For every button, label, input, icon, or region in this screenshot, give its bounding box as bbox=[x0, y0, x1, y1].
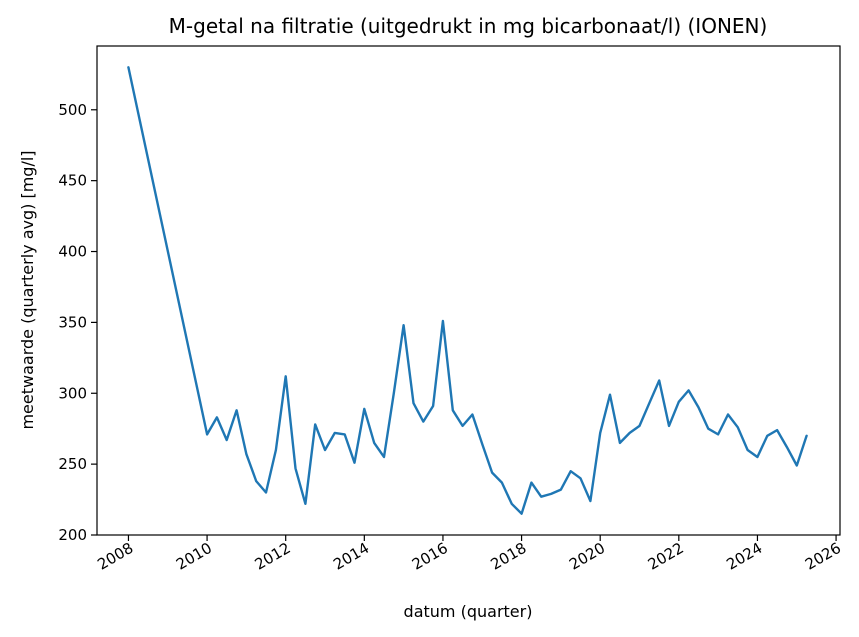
y-tick-label: 400 bbox=[58, 243, 87, 261]
x-tick-label: 2024 bbox=[723, 539, 765, 574]
y-tick-label: 250 bbox=[58, 455, 87, 473]
y-tick-label: 450 bbox=[58, 172, 87, 190]
x-tick-label: 2026 bbox=[802, 539, 844, 574]
x-tick-label: 2018 bbox=[488, 539, 530, 574]
x-tick-label: 2020 bbox=[566, 539, 608, 574]
series-line bbox=[127, 66, 808, 515]
x-axis-label: datum (quarter) bbox=[404, 602, 533, 621]
x-tick-label: 2014 bbox=[330, 539, 372, 574]
x-tick-label: 2022 bbox=[645, 539, 687, 574]
y-axis: 200 250 300 350 400 450 500 bbox=[58, 101, 97, 544]
y-tick-label: 350 bbox=[58, 313, 87, 331]
plot-frame bbox=[96, 45, 841, 536]
x-tick-label: 2016 bbox=[409, 539, 451, 574]
x-axis: 2008 2010 2012 2014 2016 2018 2020 2022 2024 2026 bbox=[94, 535, 844, 574]
chart-title: M-getal na filtratie (uitgedrukt in mg b… bbox=[169, 14, 768, 38]
y-tick-label: 300 bbox=[58, 384, 87, 402]
series-group bbox=[127, 66, 808, 515]
x-tick-label: 2012 bbox=[252, 539, 294, 574]
x-tick-label: 2010 bbox=[173, 539, 215, 574]
y-tick-label: 500 bbox=[58, 101, 87, 119]
x-tick-label: 2008 bbox=[94, 539, 136, 574]
y-tick-label: 200 bbox=[58, 526, 87, 544]
y-axis-label: meetwaarde (quarterly avg) [mg/l] bbox=[18, 150, 37, 429]
